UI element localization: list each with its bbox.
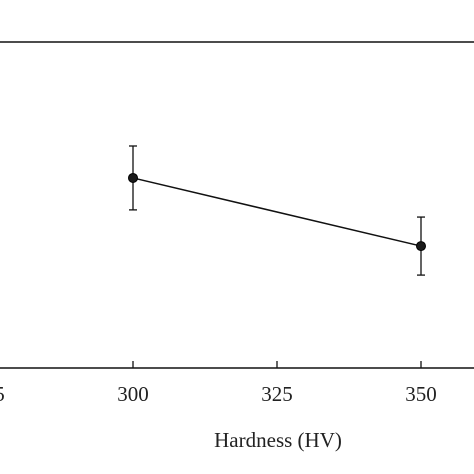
marker [128, 172, 138, 183]
x-tick-label: 325 [261, 382, 293, 406]
x-tick-label: 350 [405, 382, 437, 406]
line [132, 177, 422, 247]
marker [416, 241, 426, 252]
plot-frame [0, 41, 474, 369]
x-tick-label: 300 [117, 382, 149, 406]
x-axis-label: Hardness (HV) [214, 428, 342, 452]
x-tick-label: 275 [0, 382, 5, 406]
